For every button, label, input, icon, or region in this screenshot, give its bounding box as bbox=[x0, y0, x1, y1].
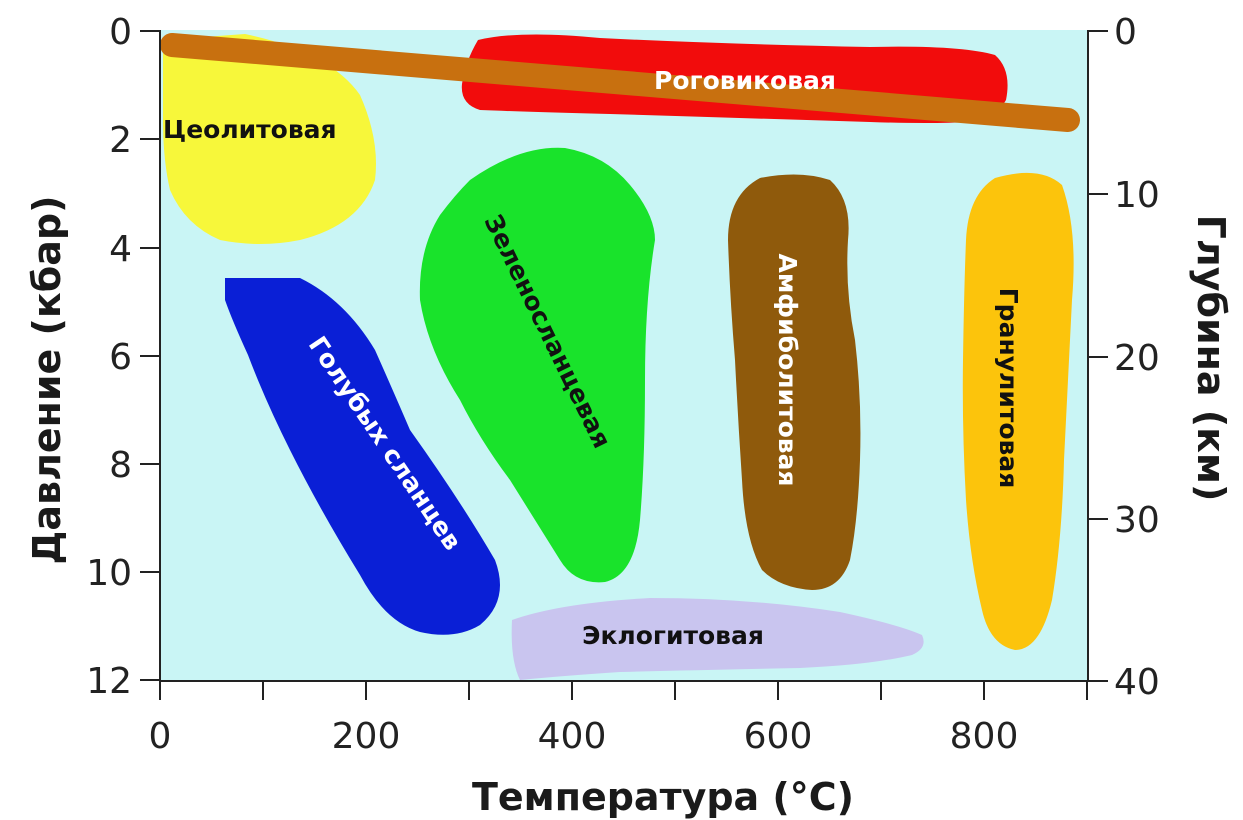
y-left-tick-label: 8 bbox=[109, 445, 132, 486]
x-tick-label: 200 bbox=[332, 716, 401, 757]
amphibolite-facies-region bbox=[728, 174, 861, 590]
eclogite-facies-region bbox=[511, 598, 924, 680]
y-right-tick-label: 20 bbox=[1114, 338, 1160, 379]
y-right-axis-title: Глубина (км) bbox=[1189, 215, 1233, 502]
y-left-axis-title: Давление (кбар) bbox=[25, 196, 69, 565]
eclogite-label: Эклогитовая bbox=[582, 621, 764, 650]
x-tick-label: 0 bbox=[149, 716, 172, 757]
y-right-tick-label: 40 bbox=[1114, 662, 1160, 703]
x-tick-label: 600 bbox=[744, 716, 813, 757]
y-left-tick-label: 12 bbox=[86, 661, 132, 702]
y-left-tick-label: 2 bbox=[109, 120, 132, 161]
blueschist-facies-region bbox=[225, 278, 500, 635]
y-left-tick-label: 0 bbox=[109, 12, 132, 53]
amphibolite-label: Амфиболитовая bbox=[773, 254, 802, 487]
y-right-tick-label: 30 bbox=[1114, 500, 1160, 541]
x-tick-label: 400 bbox=[538, 716, 607, 757]
zeolite-label: Цеолитовая bbox=[163, 115, 337, 144]
zeolite-facies-region bbox=[163, 34, 376, 244]
granulite-label: Гранулитовая bbox=[994, 288, 1023, 489]
y-left-tick-label: 6 bbox=[109, 337, 132, 378]
y-left-tick-label: 4 bbox=[109, 229, 132, 270]
geotherm-band bbox=[160, 33, 1080, 132]
axes bbox=[140, 30, 1108, 700]
y-left-tick-label: 10 bbox=[86, 553, 132, 594]
hornfels-label: Роговиковая bbox=[654, 66, 836, 95]
greenschist-facies-region bbox=[419, 147, 655, 583]
x-axis-title: Температура (°C) bbox=[472, 775, 854, 819]
x-tick-label: 800 bbox=[950, 716, 1019, 757]
granulite-facies-region bbox=[962, 172, 1074, 650]
y-right-tick-label: 10 bbox=[1114, 175, 1160, 216]
y-right-tick-label: 0 bbox=[1114, 12, 1137, 53]
